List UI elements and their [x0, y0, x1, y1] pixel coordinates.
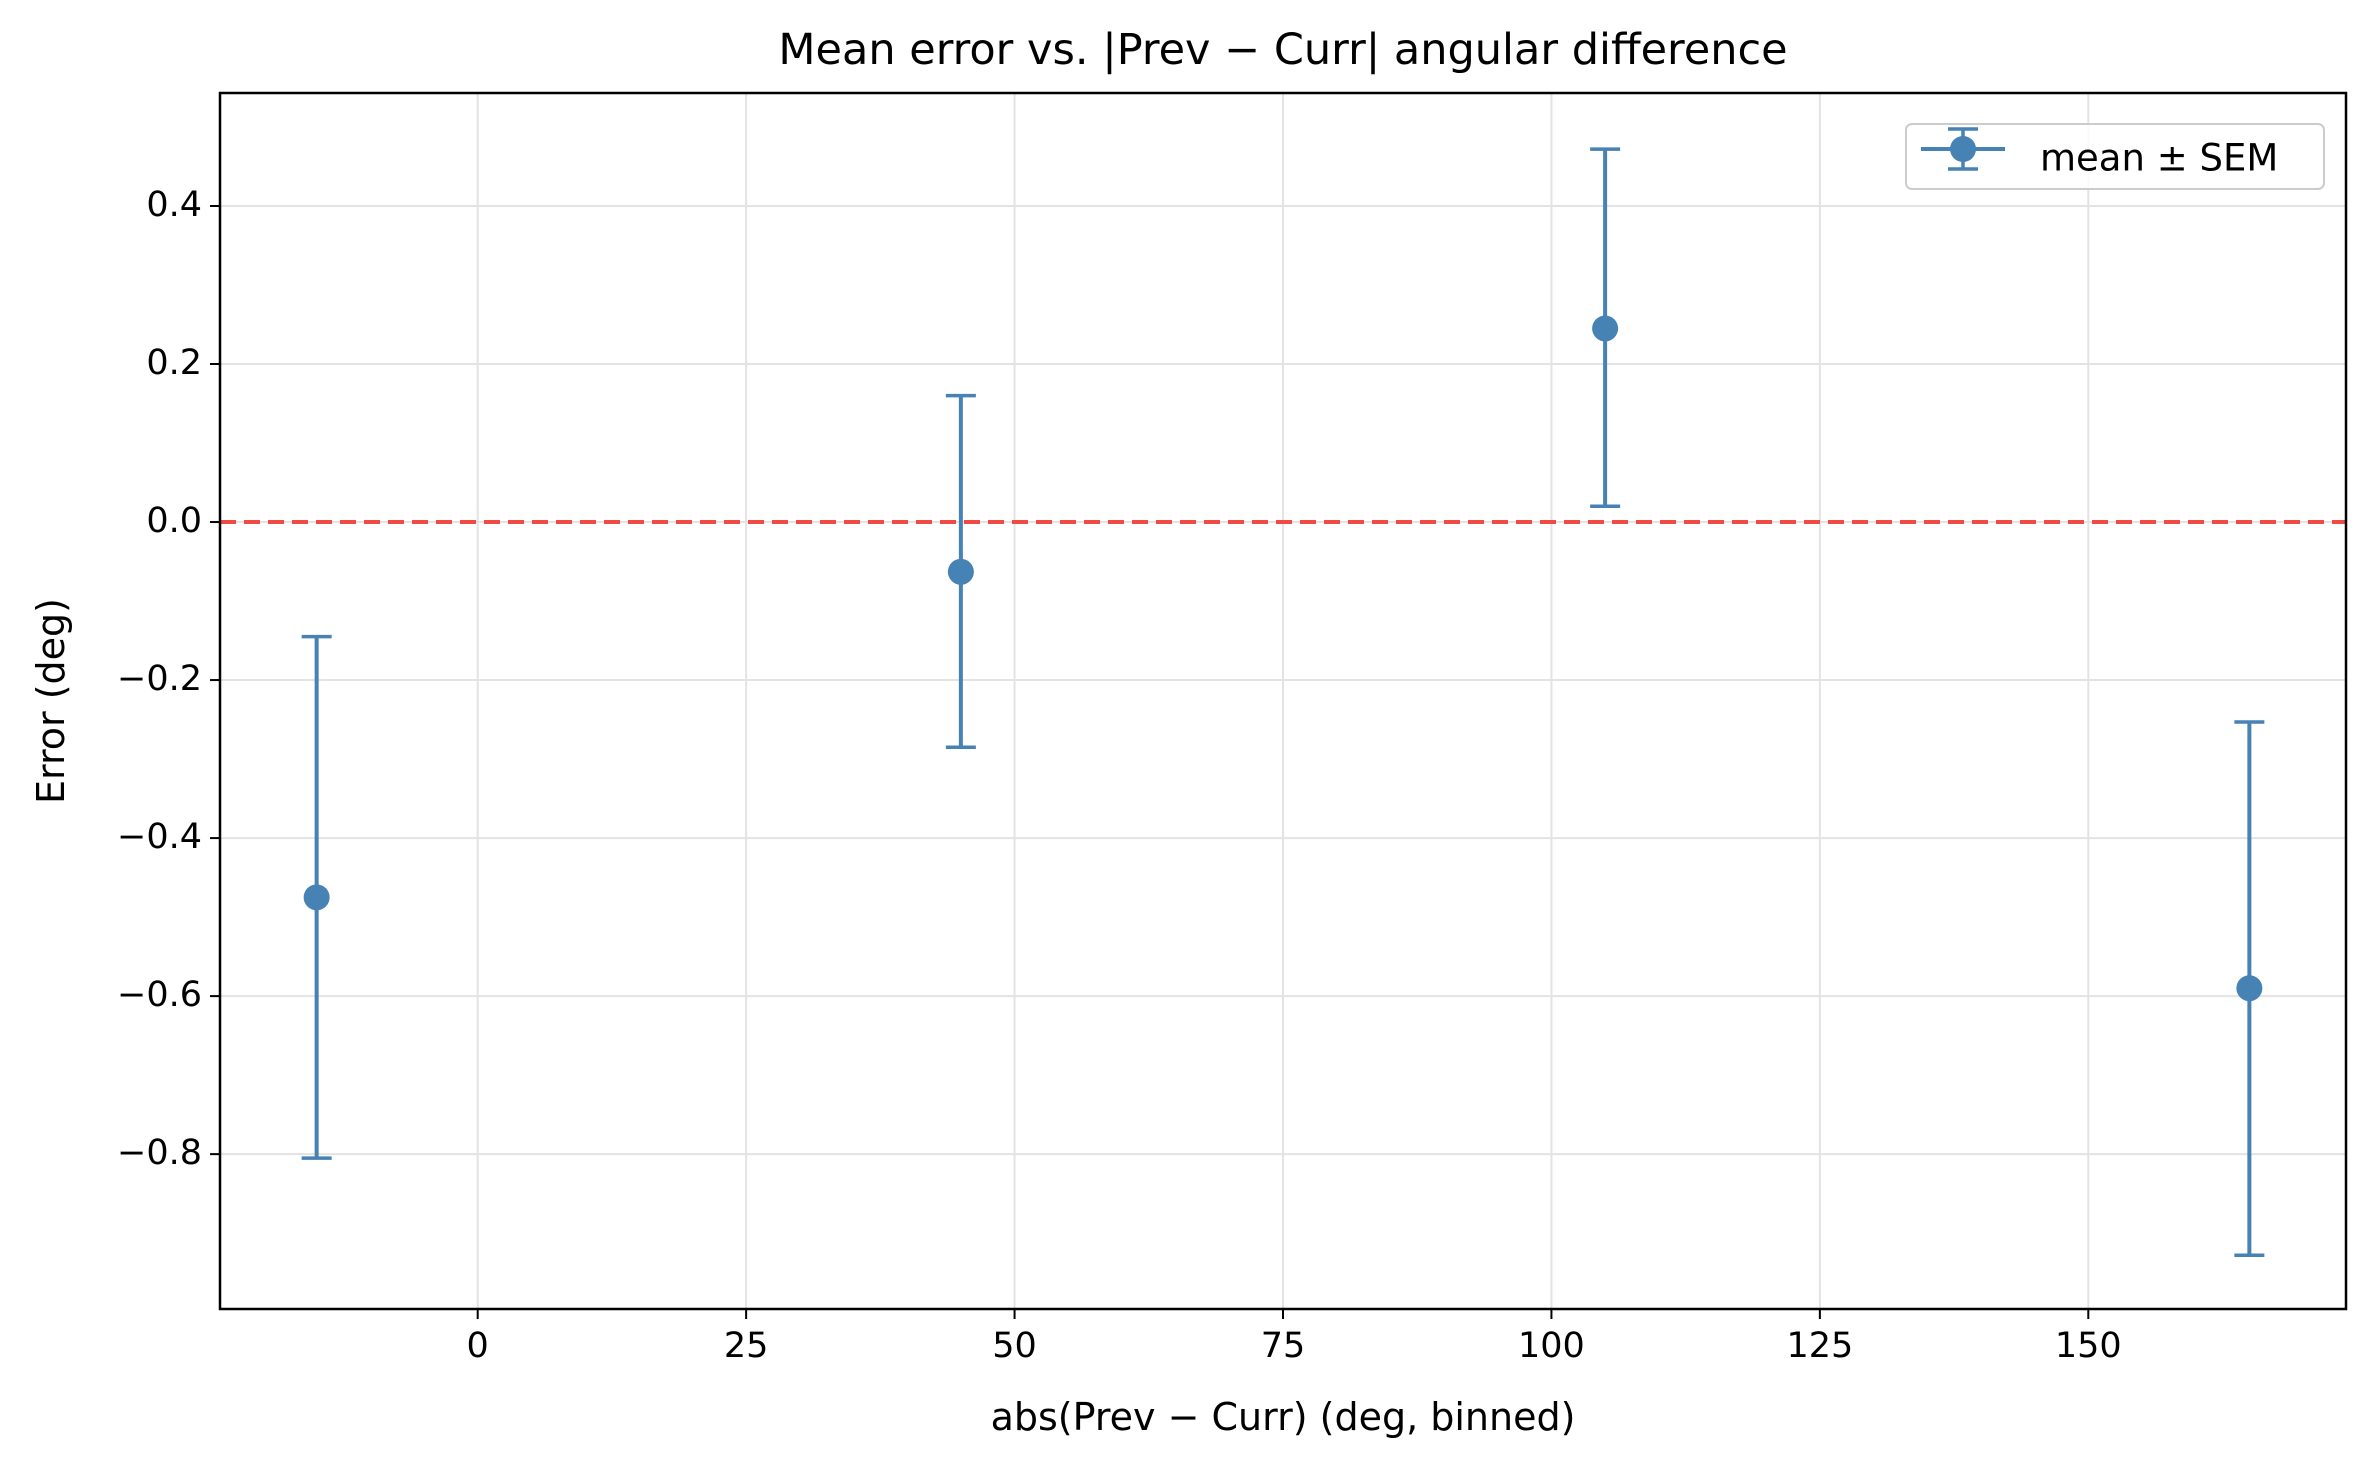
y-tick-label: −0.6 — [117, 975, 202, 1015]
x-tick-label: 125 — [1786, 1326, 1853, 1366]
data-marks — [301, 147, 2265, 1258]
data-point — [2236, 975, 2263, 1002]
chart-title: Mean error vs. |Prev − Curr| angular dif… — [778, 25, 1787, 75]
x-tick-label: 75 — [1261, 1326, 1306, 1366]
data-point — [947, 558, 974, 585]
x-tick-label: 50 — [992, 1326, 1037, 1366]
y-tick-label: 0.0 — [146, 501, 202, 541]
x-tick-label: 100 — [1518, 1326, 1585, 1366]
x-tick-label: 25 — [724, 1326, 769, 1366]
legend-point — [1950, 136, 1976, 162]
data-point — [303, 884, 330, 911]
y-tick-label: 0.2 — [146, 343, 202, 383]
y-tick-label: −0.8 — [117, 1133, 202, 1173]
data-point — [1592, 315, 1619, 342]
y-axis-label: Error (deg) — [29, 598, 73, 804]
y-tick-label: −0.4 — [117, 817, 202, 857]
legend-box — [1905, 123, 2325, 190]
y-tick-label: −0.2 — [117, 659, 202, 699]
y-tick-label: 0.4 — [146, 185, 202, 225]
x-tick-label: 150 — [2055, 1326, 2122, 1366]
grid — [220, 93, 2346, 1309]
legend: mean ± SEM — [1905, 123, 2325, 190]
x-tick-label: 0 — [467, 1326, 489, 1366]
legend-label: mean ± SEM — [2040, 137, 2278, 180]
x-axis-label: abs(Prev − Curr) (deg, binned) — [991, 1395, 1576, 1439]
y-axis-ticks: 0.4 0.2 0.0 −0.2 −0.4 −0.6 −0.8 — [117, 185, 220, 1173]
legend-marker — [1921, 127, 2005, 171]
x-axis-ticks: 0 25 50 75 100 125 150 — [467, 1309, 2122, 1366]
